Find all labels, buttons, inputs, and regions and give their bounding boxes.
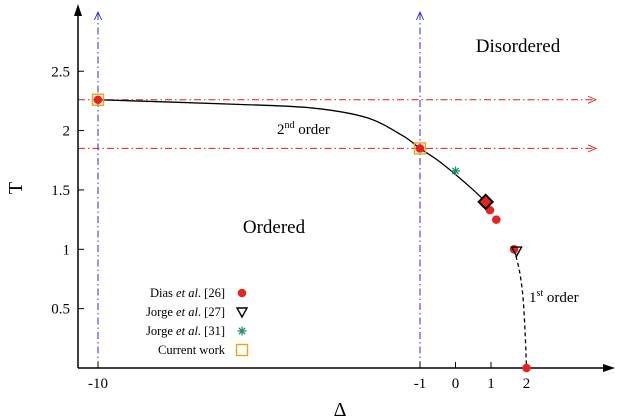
- legend-label-2: Jorge et al. [31]: [146, 324, 225, 338]
- legend-label-0: Dias et al. [26]: [150, 286, 225, 300]
- point-asterisk-0: [451, 166, 460, 176]
- region-label-ordered: Ordered: [243, 217, 306, 238]
- legend: Dias et al. [26] Jorge et al. [27] Jorge e…: [146, 286, 249, 357]
- first-order-transition-line: [513, 249, 528, 369]
- x-axis-arrow: [603, 364, 615, 372]
- point-filled-circle-1: [415, 144, 425, 153]
- x-tick-label-0: -10: [88, 376, 108, 392]
- y-axis-label: T: [5, 182, 27, 194]
- y-tick-label-1: 1: [63, 242, 71, 258]
- region-label-disordered: Disordered: [476, 36, 561, 57]
- x-tick-label-2: 0: [452, 376, 460, 392]
- y-tick-label-4: 2.5: [51, 64, 70, 80]
- first-order-label-base: 1: [529, 290, 537, 306]
- second-order-label: 2nd order: [277, 120, 330, 138]
- point-open-square-1: [413, 142, 427, 155]
- axis-ticks: -10 -1 0 1 20.511.522.5: [51, 64, 530, 392]
- y-tick-label-3: 2: [63, 124, 71, 140]
- x-axis-label: Δ: [334, 399, 347, 420]
- x-tick-label-1: -1: [414, 376, 427, 392]
- legend-marker-0: [237, 288, 247, 298]
- second-order-label-base: 2: [277, 122, 285, 138]
- point-filled-circle-0: [93, 95, 103, 105]
- point-filled-circle-6: [522, 363, 531, 373]
- second-order-label-rest: order: [295, 122, 330, 138]
- point-open-triangle-down-0: [510, 246, 523, 258]
- legend-label-3: Current work: [158, 343, 226, 357]
- second-order-label-sup: nd: [285, 120, 295, 131]
- point-open-square-0: [91, 93, 105, 106]
- legend-label-1: Jorge et al. [27]: [146, 305, 225, 319]
- tricritical-point: [477, 193, 495, 211]
- first-order-label-sup: st: [537, 288, 544, 299]
- point-filled-circle-4: [492, 215, 501, 224]
- guide-lines: [78, 12, 596, 368]
- y-axis-arrow: [74, 4, 82, 16]
- y-tick-label-2: 1.5: [51, 183, 70, 199]
- x-tick-label-4: 2: [523, 376, 531, 392]
- data-markers: [91, 93, 531, 373]
- legend-marker-2: [237, 326, 247, 336]
- legend-marker-3: [235, 343, 249, 357]
- first-order-label: 1st order: [529, 288, 579, 306]
- legend-marker-1: [235, 307, 249, 319]
- x-tick-label-3: 1: [487, 376, 495, 392]
- second-order-transition-line: [97, 99, 487, 203]
- y-tick-label-0: 0.5: [51, 302, 70, 318]
- first-order-label-rest: order: [543, 290, 578, 306]
